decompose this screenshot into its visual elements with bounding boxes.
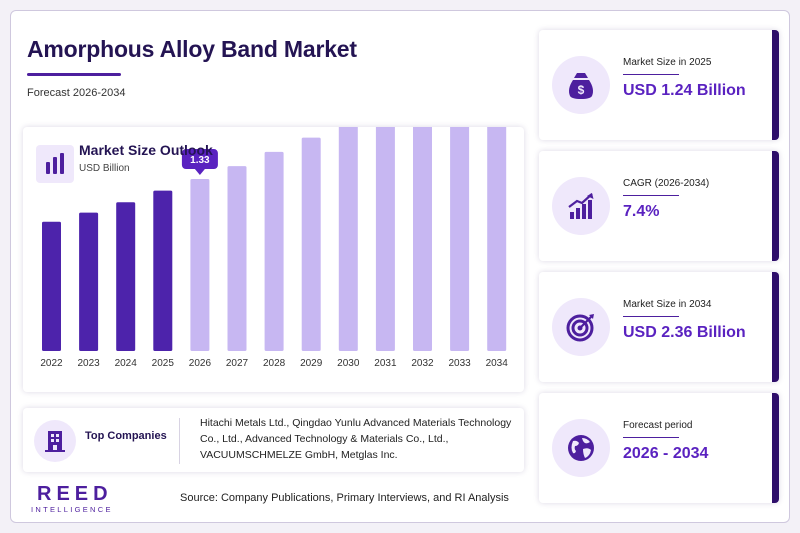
target-icon [552,298,610,356]
page-subtitle: Forecast 2026-2034 [27,87,126,99]
x-tick-label: 2025 [152,358,175,369]
x-tick-label: 2026 [189,358,212,369]
bar-chart-icon [36,145,74,183]
stat-label: CAGR (2026-2034) [623,178,710,189]
x-tick-label: 2024 [115,358,138,369]
money-bag-icon: $ [552,56,610,114]
bar-2023 [79,212,99,351]
bar-2030 [338,127,358,351]
stat-value: 2026 - 2034 [623,445,709,462]
stat-value: USD 2.36 Billion [623,324,746,341]
x-tick-label: 2034 [486,358,509,369]
stat-underline [623,316,679,317]
stat-underline [623,74,679,75]
top-companies-list: Hitachi Metals Ltd., Qingdao Yunlu Advan… [200,417,512,461]
bar-2024 [116,202,136,351]
bar-2029 [301,137,321,351]
x-tick-label: 2028 [263,358,286,369]
bar-2034 [487,127,507,351]
building-icon [34,420,76,462]
callout-2026: 1.33 [181,149,218,176]
stat-underline [623,195,679,196]
source-note: Source: Company Publications, Primary In… [180,492,509,504]
stat-card-market-2025: $ Market Size in 2025 USD 1.24 Billion [539,30,779,140]
x-tick-label: 2023 [77,358,100,369]
x-tick-label: 2029 [300,358,323,369]
top-companies-card: Top Companies Hitachi Metals Ltd., Qingd… [23,408,524,472]
stat-value: 7.4% [623,203,660,220]
title-underline [27,73,121,76]
bar-2032 [413,127,432,351]
bar-2025 [153,190,173,351]
chart-card: 2022 2023 2024 2025 2026 2027 2028 2029 2030 2031… [23,127,524,392]
bar-2026 [190,179,210,351]
logo-tagline: INTELLIGENCE [31,505,113,514]
stat-card-cagr: CAGR (2026-2034) 7.4% [539,151,779,261]
stat-label: Forecast period [623,420,693,431]
stat-label: Market Size in 2025 [623,57,712,68]
x-tick-label: 2032 [411,358,434,369]
divider [179,418,180,464]
x-tick-label: 2031 [374,358,397,369]
top-companies-label: Top Companies [85,430,167,442]
bar-2027 [227,166,247,351]
chart-title: Market Size Outlook [79,142,213,158]
bar-chart: 2022 2023 2024 2025 2026 2027 2028 2029 2030 2031… [40,127,509,369]
stat-card-forecast-period: Forecast period 2026 - 2034 [539,393,779,503]
bar-2028 [264,151,284,351]
chart-unit: USD Billion [79,163,130,174]
page-title: Amorphous Alloy Band Market [27,36,357,62]
svg-text:$: $ [578,83,585,97]
stat-label: Market Size in 2034 [623,299,712,310]
bar-2033 [450,127,470,351]
bar-2031 [375,127,395,351]
growth-chart-icon [552,177,610,235]
stat-value: USD 1.24 Billion [623,82,746,99]
logo-brand: REED [37,483,113,505]
x-tick-label: 2033 [448,358,471,369]
callout-label: 1.33 [190,155,210,166]
bar-2022 [42,221,61,351]
stat-card-market-2034: Market Size in 2034 USD 2.36 Billion [539,272,779,382]
stat-underline [623,437,679,438]
x-tick-label: 2022 [40,358,63,369]
globe-icon [552,419,610,477]
x-tick-label: 2030 [337,358,360,369]
x-tick-label: 2027 [226,358,249,369]
